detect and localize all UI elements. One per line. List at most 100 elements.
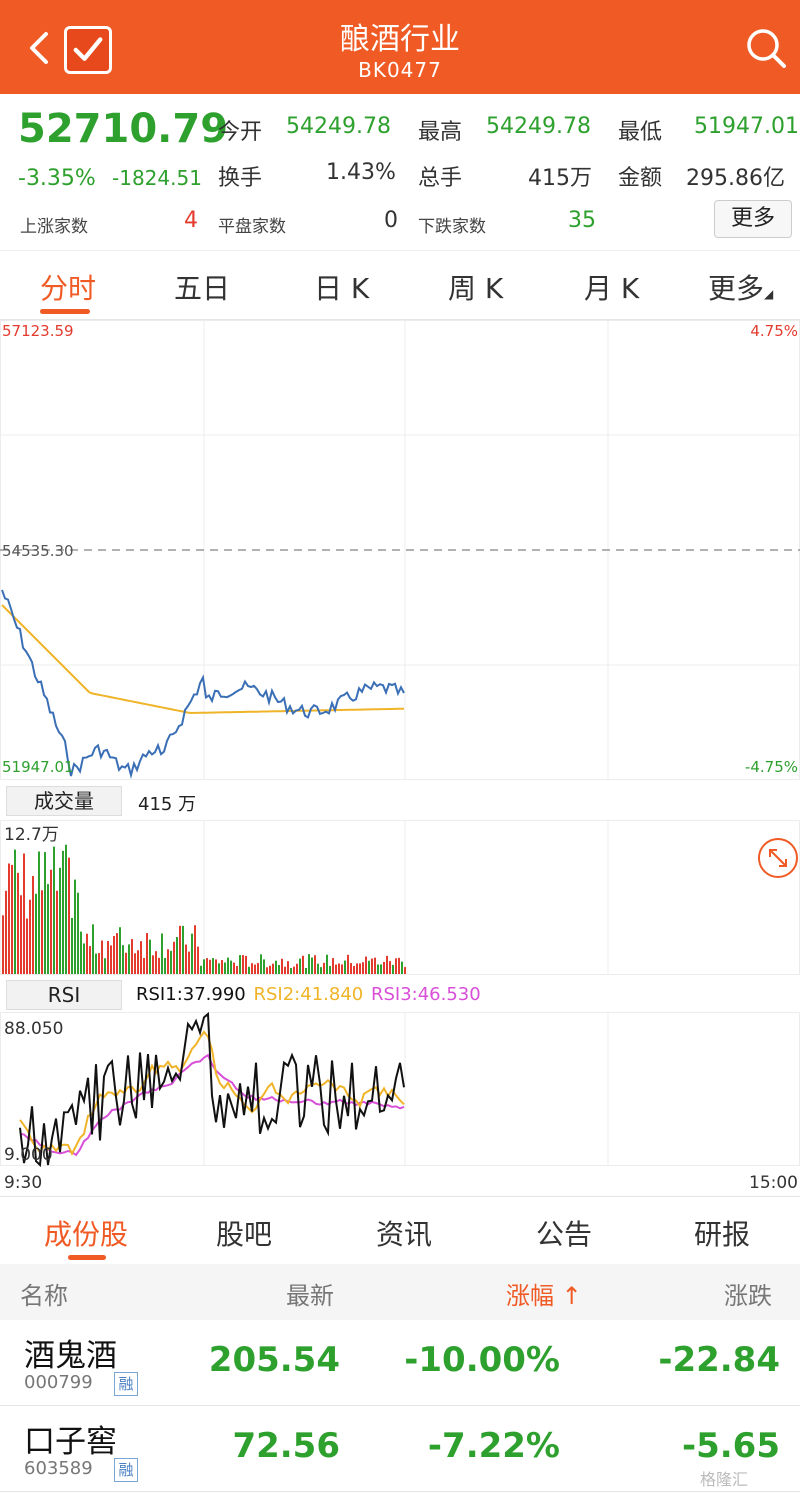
volume-bar — [56, 890, 58, 974]
tab-announcements[interactable]: 公告 — [536, 1218, 593, 1251]
volume-bar — [185, 944, 187, 974]
tab-constituents[interactable]: 成份股 — [44, 1218, 129, 1251]
volume-bar — [260, 954, 262, 974]
volume-bar — [65, 844, 67, 974]
volume-bar — [170, 950, 172, 974]
volume-bar — [320, 967, 322, 974]
volume-bar — [257, 963, 259, 974]
up-count-label: 上涨家数 — [20, 217, 88, 237]
app-header: 酿酒行业 BK0477 — [0, 0, 800, 94]
volume-bar — [389, 961, 391, 974]
open-value: 54249.78 — [286, 114, 391, 139]
volume-bar — [299, 958, 301, 974]
current-price: 52710.79 — [18, 106, 229, 152]
volume-bar — [44, 852, 46, 974]
volume-bar — [275, 960, 277, 974]
volume-bar — [380, 964, 382, 974]
amount-value: 295.86亿 — [686, 166, 785, 191]
page-title: 酿酒行业 — [340, 22, 460, 57]
high-value: 54249.78 — [486, 114, 591, 139]
search-icon[interactable] — [744, 26, 788, 70]
volume-bar — [23, 853, 25, 974]
volume-value: 415万 — [528, 166, 592, 191]
rsi-indicator-button[interactable]: RSI — [6, 980, 122, 1010]
col-latest[interactable]: 最新 — [286, 1282, 334, 1310]
back-arrow-icon[interactable] — [22, 28, 56, 68]
volume-bar — [176, 937, 178, 974]
volume-bar — [104, 958, 106, 974]
volume-bar — [164, 957, 166, 974]
volume-bar — [221, 960, 223, 974]
latest-price: 72.56 — [232, 1426, 340, 1466]
volume-bar — [89, 946, 91, 974]
volume-bar — [329, 965, 331, 974]
volume-bar — [350, 963, 352, 974]
rsi3-line — [19, 1053, 405, 1157]
axis-min-price: 51947.01 — [2, 758, 74, 776]
intraday-chart[interactable]: 57123.59 4.75% 54535.30 51947.01 -4.75% … — [0, 320, 800, 1196]
expand-icon[interactable] — [756, 836, 800, 880]
margin-tag: 融 — [114, 1372, 138, 1396]
axis-rsi-min: 9.000 — [4, 1145, 53, 1165]
volume-bar — [92, 924, 94, 974]
active-tab-indicator — [40, 309, 90, 314]
tab-five-day[interactable]: 五日 — [174, 272, 231, 305]
rsi1-line — [19, 1011, 405, 1168]
volume-bar — [269, 965, 271, 974]
volume-bar — [134, 953, 136, 974]
volume-bar — [179, 925, 181, 974]
volume-bar — [236, 966, 238, 974]
tab-monthly-k[interactable]: 月 K — [584, 272, 640, 305]
volume-bar — [359, 963, 361, 974]
down-count-value: 35 — [568, 208, 596, 233]
stock-code: 603589 — [24, 1458, 93, 1479]
table-row[interactable]: 口子窖 603589 融 72.56 -7.22% -5.65 — [0, 1406, 800, 1492]
turnover-value: 1.43% — [326, 160, 396, 185]
tab-weekly-k[interactable]: 周 K — [448, 272, 504, 305]
rsi-lines — [19, 1011, 405, 1168]
volume-bar — [377, 964, 379, 974]
volume-bar — [308, 954, 310, 974]
axis-volume-max: 12.7万 — [4, 825, 59, 845]
volume-bar — [203, 959, 205, 974]
col-name[interactable]: 名称 — [20, 1282, 68, 1310]
favorite-check-icon[interactable] — [64, 26, 112, 74]
tab-daily-k[interactable]: 日 K — [314, 272, 370, 305]
volume-bar — [14, 849, 16, 974]
volume-bar — [128, 944, 130, 974]
volume-bar — [107, 940, 109, 974]
col-change-pct-sorted[interactable]: 涨幅 ↑ — [506, 1282, 582, 1310]
tab-news[interactable]: 资讯 — [376, 1218, 433, 1251]
volume-label: 总手 — [418, 166, 463, 191]
content-tabs: 成份股 股吧 资讯 公告 研报 — [0, 1196, 800, 1264]
flat-count-value: 0 — [384, 208, 398, 233]
volume-bar — [131, 939, 133, 974]
tab-research[interactable]: 研报 — [694, 1218, 751, 1251]
tab-forum[interactable]: 股吧 — [216, 1218, 273, 1251]
stock-name: 酒鬼酒 — [24, 1338, 117, 1374]
volume-bar — [245, 955, 247, 974]
col-change[interactable]: 涨跌 — [724, 1282, 772, 1310]
volume-bar — [143, 958, 145, 974]
volume-bar — [365, 956, 367, 974]
rsi1-value: RSI1:37.990 — [136, 984, 246, 1005]
volume-bar — [368, 960, 370, 974]
volume-indicator-button[interactable]: 成交量 — [6, 786, 122, 816]
volume-bar — [326, 954, 328, 974]
axis-max-pct: 4.75% — [750, 322, 798, 340]
period-tabs: 分时 五日 日 K 周 K 月 K 更多◢ — [0, 250, 800, 320]
tab-more[interactable]: 更多◢ — [708, 267, 773, 307]
high-label: 最高 — [418, 120, 463, 145]
table-row[interactable]: 酒鬼酒 000799 融 205.54 -10.00% -22.84 — [0, 1320, 800, 1406]
volume-bar — [281, 958, 283, 974]
more-quote-button[interactable]: 更多 — [714, 200, 792, 238]
tab-intraday[interactable]: 分时 — [40, 272, 97, 305]
volume-bar — [296, 963, 298, 974]
change-amount: -22.84 — [658, 1340, 780, 1380]
axis-min-pct: -4.75% — [745, 758, 798, 776]
change-percent: -7.22% — [427, 1426, 560, 1466]
change-percent: -3.35% — [18, 166, 96, 191]
volume-bar — [251, 963, 253, 974]
volume-bar — [53, 846, 55, 974]
volume-bar — [293, 966, 295, 974]
